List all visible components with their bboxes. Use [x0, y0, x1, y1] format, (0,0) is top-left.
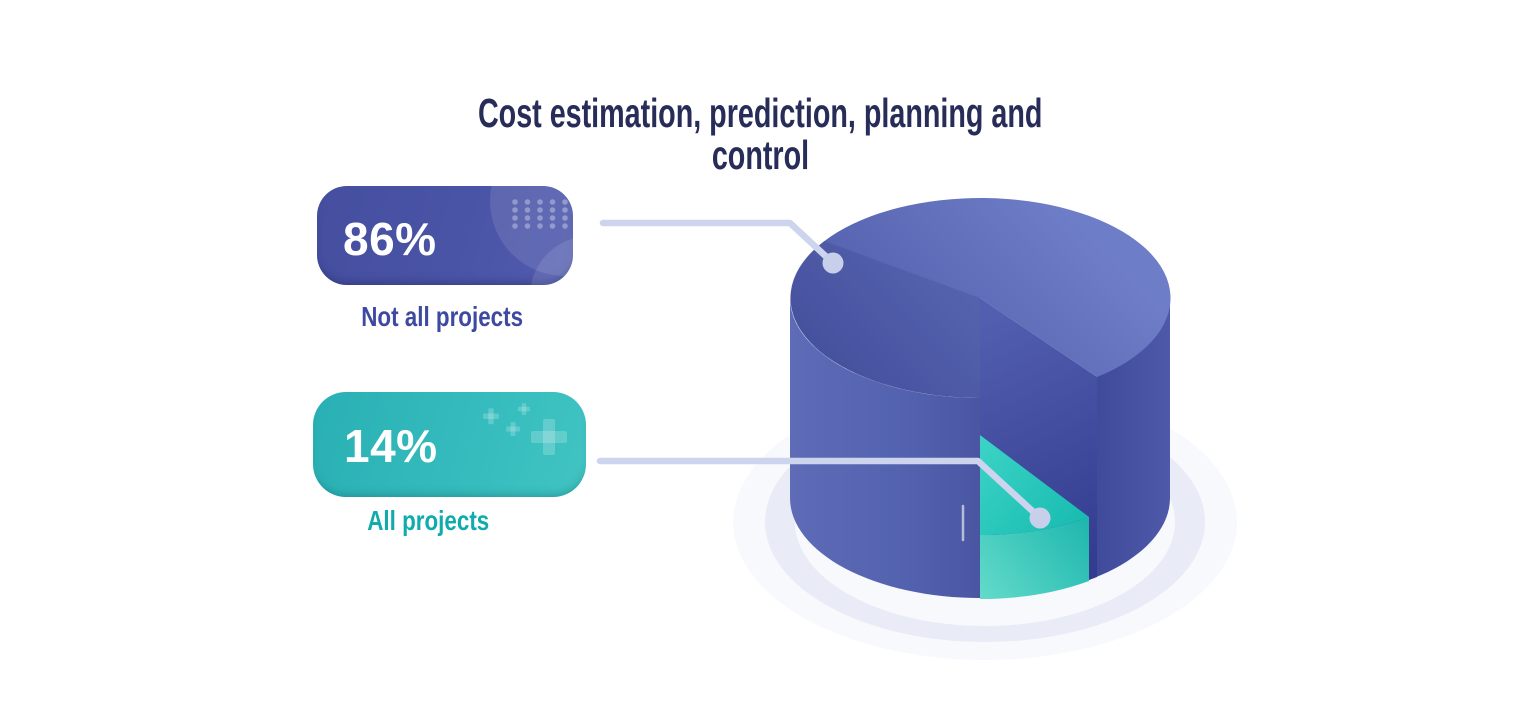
platform-ring-middle	[765, 402, 1205, 642]
chart-title-line1: Cost estimation, prediction, planning an…	[477, 90, 1043, 136]
pie-top-86-shading	[790, 241, 980, 398]
pie-slice-14-top	[980, 435, 1089, 536]
platform-ring-outer	[733, 384, 1237, 660]
label-all-projects: All projects	[366, 505, 489, 536]
label-not-all-projects: Not all projects	[361, 301, 523, 332]
pie-top-86	[790, 198, 1171, 398]
dot-grid-icon	[512, 199, 568, 229]
pie-notch-interior	[980, 298, 1097, 599]
chart-title-line2: control	[711, 132, 809, 178]
platform-ring-inner	[795, 418, 1175, 626]
callout-dot-14	[1029, 507, 1051, 529]
pie-side-86	[790, 298, 1170, 598]
callout-badge-14: 14%	[313, 392, 586, 497]
chart-title: Cost estimation, prediction, planning an…	[440, 92, 1080, 176]
callout-dot-86	[822, 252, 844, 274]
plus-decoration-icon	[483, 403, 567, 455]
value-86: 86%	[343, 212, 437, 265]
callout-line-86	[599, 219, 837, 267]
value-14: 14%	[344, 419, 438, 472]
callout-badge-86: 86%	[317, 186, 573, 285]
pie-slice-14-front	[980, 517, 1089, 600]
callout-line-14	[596, 457, 1044, 522]
